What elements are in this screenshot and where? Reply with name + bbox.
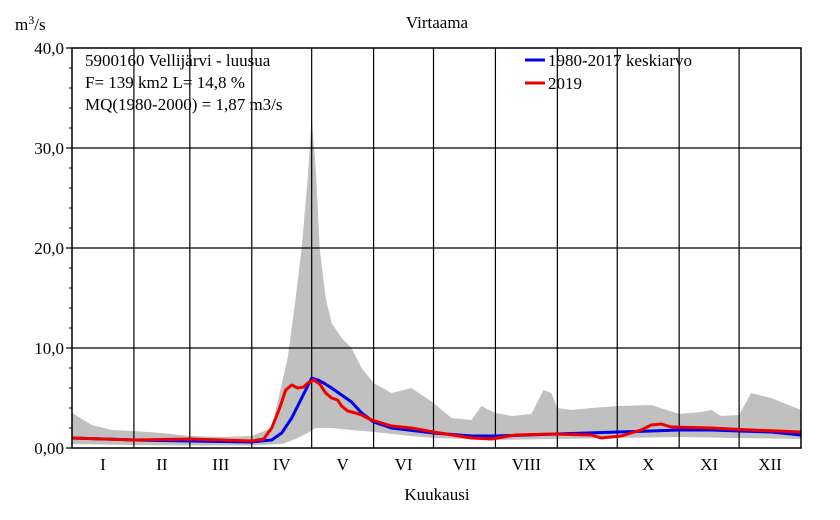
- legend-label-2019: 2019: [548, 74, 582, 93]
- info-mq: MQ(1980-2000) = 1,87 m3/s: [85, 95, 283, 114]
- y-tick-label-40: 40,0: [34, 39, 64, 58]
- grid-layer: [72, 48, 801, 448]
- y-axis-unit-label: m3/s: [15, 13, 46, 34]
- y-axis-unit-base: m: [15, 15, 28, 34]
- month-label-I: I: [100, 455, 106, 474]
- month-label-III: III: [212, 455, 229, 474]
- info-station: 5900160 Vellijärvi - luusua: [85, 51, 271, 70]
- month-label-VI: VI: [395, 455, 413, 474]
- y-axis-unit-sup: 3: [28, 13, 34, 27]
- y-tick-label-0: 0,00: [34, 439, 64, 458]
- series-line-2019: [71, 378, 802, 443]
- envelope-area: [72, 118, 801, 446]
- legend-label-average: 1980-2017 keskiarvo: [548, 51, 692, 70]
- info-area: F= 139 km2 L= 14,8 %: [85, 73, 245, 92]
- month-label-VIII: VIII: [512, 455, 542, 474]
- month-label-X: X: [642, 455, 654, 474]
- envelope-layer: [72, 118, 801, 446]
- month-label-XI: XI: [700, 455, 718, 474]
- y-tick-label-20: 20,0: [34, 239, 64, 258]
- y-tick-label-30: 30,0: [34, 139, 64, 158]
- info-box: 5900160 Vellijärvi - luusua F= 139 km2 L…: [85, 51, 283, 114]
- month-label-V: V: [336, 455, 349, 474]
- series-layer: [71, 376, 802, 444]
- month-label-VII: VII: [453, 455, 477, 474]
- y-axis-unit-tail: /s: [34, 15, 45, 34]
- month-label-IX: IX: [578, 455, 596, 474]
- y-tick-label-10: 10,0: [34, 339, 64, 358]
- month-label-II: II: [156, 455, 168, 474]
- series-line-average: [71, 376, 802, 444]
- month-label-XII: XII: [758, 455, 782, 474]
- chart-title: Virtaama: [406, 13, 469, 32]
- legend: 1980-2017 keskiarvo 2019: [525, 51, 692, 93]
- x-axis-label: Kuukausi: [404, 485, 469, 504]
- month-label-IV: IV: [273, 455, 292, 474]
